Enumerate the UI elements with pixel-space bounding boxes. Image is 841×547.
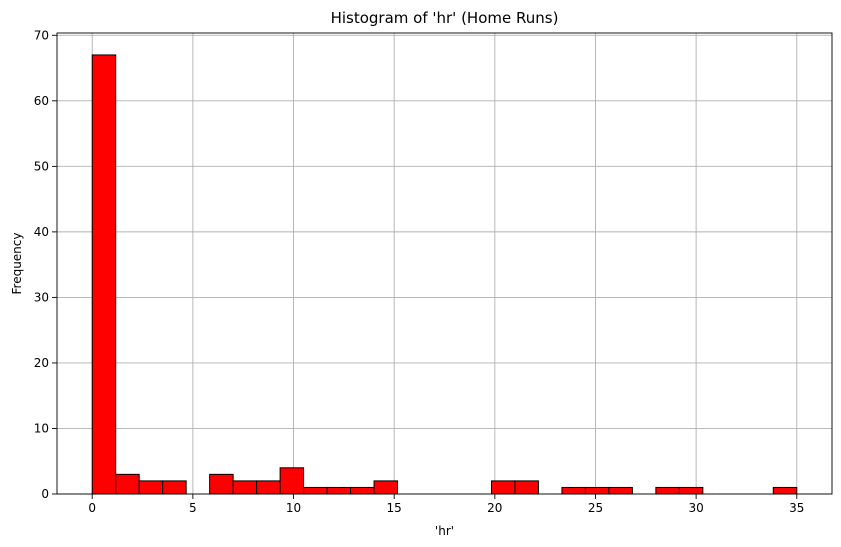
- y-tick-label: 60: [34, 94, 49, 108]
- histogram-bar: [91, 54, 117, 495]
- y-axis-label: Frequency: [10, 233, 24, 295]
- y-tick-label: 30: [34, 290, 49, 304]
- axes-frame: [56, 32, 833, 495]
- histogram-bar: [209, 473, 234, 495]
- x-tick-label: 10: [286, 501, 301, 515]
- histogram-bar: [232, 480, 258, 495]
- y-tick-label: 0: [41, 487, 49, 501]
- x-tick-label: 35: [789, 501, 804, 515]
- x-axis: 0 5 10 15 20 25 30 35: [88, 494, 804, 515]
- histogram-bar: [608, 486, 633, 495]
- histogram-bar: [561, 486, 586, 495]
- histogram-bar: [326, 486, 352, 495]
- y-tick-label: 20: [34, 356, 49, 370]
- x-tick-label: 25: [588, 501, 603, 515]
- y-axis: 0 10 20 30 40 50 60 70: [34, 28, 57, 501]
- histogram-bar: [115, 473, 140, 495]
- y-tick-label: 10: [34, 421, 49, 435]
- histogram-bar: [162, 480, 187, 495]
- histogram-bar: [514, 480, 539, 495]
- histogram-bar: [303, 486, 328, 495]
- x-tick-label: 0: [88, 501, 96, 515]
- x-tick-label: 20: [487, 501, 502, 515]
- grid: [57, 33, 832, 495]
- x-axis-label: 'hr': [435, 524, 454, 538]
- histogram-bar: [655, 486, 680, 495]
- x-tick-label: 15: [387, 501, 402, 515]
- histogram-bar: [256, 480, 281, 495]
- histogram-bar: [350, 486, 375, 495]
- chart-title: Histogram of 'hr' (Home Runs): [331, 9, 559, 27]
- y-tick-label: 40: [34, 225, 49, 239]
- histogram-bar: [772, 486, 798, 495]
- bars: [91, 54, 798, 495]
- histogram-bar: [373, 480, 399, 495]
- histogram-bar: [584, 486, 610, 495]
- histogram-bar: [678, 486, 704, 495]
- y-tick-label: 70: [34, 28, 49, 42]
- x-tick-label: 5: [189, 501, 197, 515]
- histogram-bar: [138, 480, 164, 495]
- x-tick-label: 30: [688, 501, 703, 515]
- histogram-bar: [279, 467, 305, 495]
- y-tick-label: 50: [34, 159, 49, 173]
- histogram-bar: [490, 480, 516, 495]
